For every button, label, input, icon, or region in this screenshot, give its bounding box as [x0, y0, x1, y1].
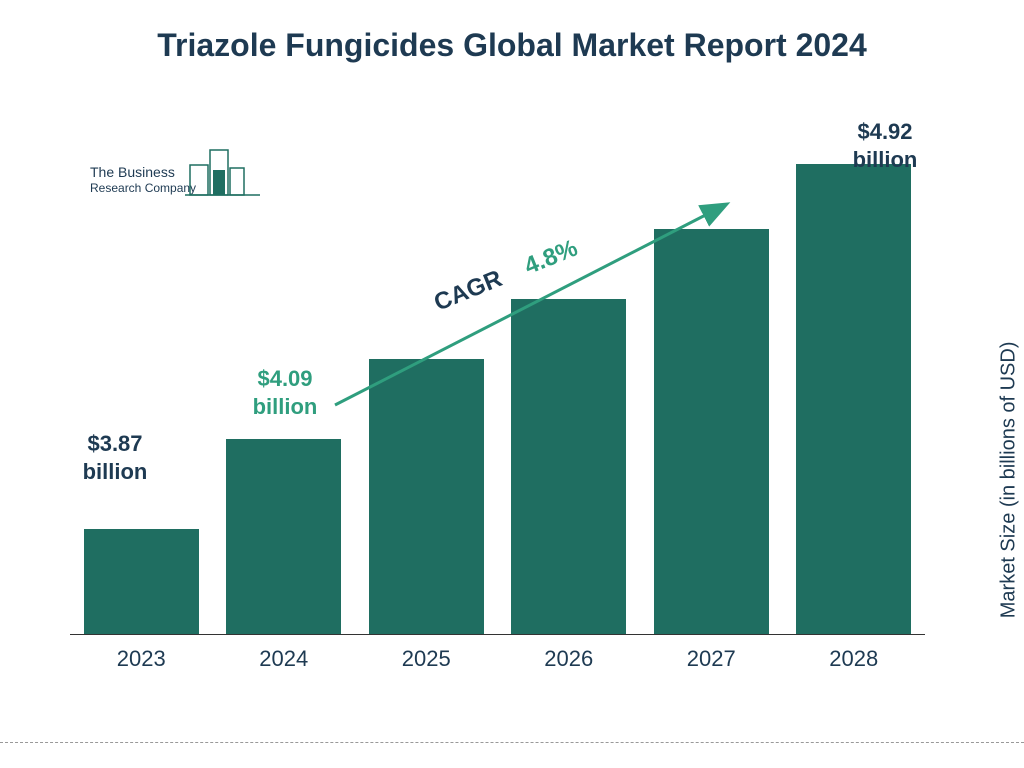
chart-title: Triazole Fungicides Global Market Report… — [0, 0, 1024, 77]
bar — [84, 529, 199, 634]
bar-x-label: 2028 — [829, 646, 878, 672]
y-axis-label: Market Size (in billions of USD) — [998, 342, 1021, 619]
value-label: $4.09 billion — [225, 365, 345, 420]
bar — [796, 164, 911, 634]
bar — [654, 229, 769, 634]
bar-group: 2023 — [71, 529, 211, 634]
bars-container: 202320242025202620272028 — [70, 140, 925, 635]
bar-x-label: 2026 — [544, 646, 593, 672]
bottom-divider — [0, 742, 1024, 743]
bar-group: 2028 — [784, 164, 924, 634]
bar-x-label: 2024 — [259, 646, 308, 672]
bar — [511, 299, 626, 634]
bar-group: 2024 — [214, 439, 354, 634]
bar — [226, 439, 341, 634]
value-label: $4.92 billion — [825, 118, 945, 173]
bar-x-label: 2023 — [117, 646, 166, 672]
bar-group: 2027 — [641, 229, 781, 634]
bar-x-label: 2025 — [402, 646, 451, 672]
bar-x-label: 2027 — [687, 646, 736, 672]
value-label: $3.87 billion — [55, 430, 175, 485]
chart-area: 202320242025202620272028 — [70, 140, 930, 680]
bar — [369, 359, 484, 634]
bar-group: 2026 — [499, 299, 639, 634]
bar-group: 2025 — [356, 359, 496, 634]
